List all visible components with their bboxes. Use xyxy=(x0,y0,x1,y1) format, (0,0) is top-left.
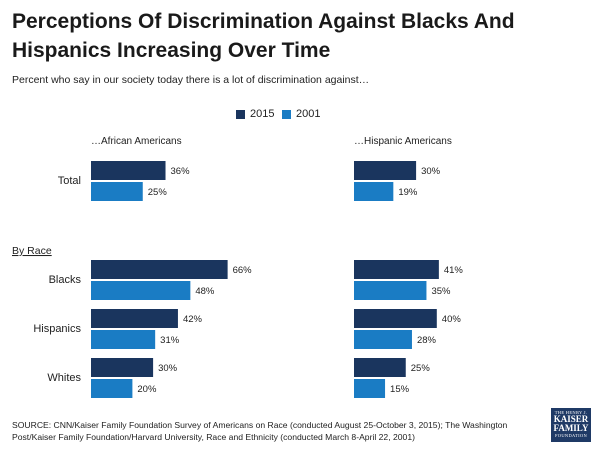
panel-title-1: …African Americans xyxy=(91,136,182,147)
legend-label-2001: 2001 xyxy=(296,108,321,120)
chart-title: Perceptions Of Discrimination Against Bl… xyxy=(12,10,515,62)
value-label-panel1-total-2015: 36% xyxy=(171,166,191,177)
category-label-blacks: Blacks xyxy=(49,274,82,286)
value-label-panel1-hispanics-2015: 42% xyxy=(183,314,203,325)
value-label-panel2-hispanics-2001: 28% xyxy=(417,335,437,346)
section-label: By Race xyxy=(12,245,52,257)
value-label-panel1-whites-2015: 30% xyxy=(158,363,178,374)
source-note: SOURCE: CNN/Kaiser Family Foundation Sur… xyxy=(12,420,508,442)
value-label-panel1-whites-2001: 20% xyxy=(137,384,157,395)
value-label-panel1-blacks-2015: 66% xyxy=(233,265,253,276)
category-label-whites: Whites xyxy=(47,372,81,384)
value-label-panel2-total-2015: 30% xyxy=(421,166,441,177)
bar-panel2-whites-2001 xyxy=(354,379,386,398)
logo-line-1: THE HENRY J. xyxy=(554,410,588,415)
bar-panel1-blacks-2001 xyxy=(91,281,191,300)
logo-line-3: FAMILY xyxy=(553,423,589,433)
bar-panel2-hispanics-2001 xyxy=(354,330,412,349)
bar-panel2-blacks-2001 xyxy=(354,281,427,300)
value-label-panel1-total-2001: 25% xyxy=(148,187,168,198)
category-label-hispanics: Hispanics xyxy=(33,323,81,335)
value-label-panel1-blacks-2001: 48% xyxy=(195,286,215,297)
value-label-panel2-blacks-2015: 41% xyxy=(444,265,464,276)
value-label-panel2-blacks-2001: 35% xyxy=(431,286,451,297)
bar-panel1-hispanics-2015 xyxy=(91,309,178,328)
bar-panel2-total-2015 xyxy=(354,161,417,180)
logo-line-2: KAISER xyxy=(553,414,589,424)
bar-panel1-whites-2015 xyxy=(91,358,154,377)
bar-panel1-whites-2001 xyxy=(91,379,133,398)
logo-line-4: FOUNDATION xyxy=(555,433,587,438)
kff-logo: THE HENRY J. KAISER FAMILY FOUNDATION xyxy=(551,408,591,442)
bar-panel2-total-2001 xyxy=(354,182,394,201)
bar-panel1-total-2015 xyxy=(91,161,166,180)
chart-subtitle: Percent who say in our society today the… xyxy=(12,74,370,86)
legend: 2015 2001 xyxy=(0,108,600,122)
value-label-panel1-hispanics-2001: 31% xyxy=(160,335,180,346)
legend-swatch-2001 xyxy=(282,110,291,119)
value-label-panel2-whites-2001: 15% xyxy=(390,384,410,395)
bar-panel1-blacks-2015 xyxy=(91,260,228,279)
bar-panel1-hispanics-2001 xyxy=(91,330,156,349)
bar-panel1-total-2001 xyxy=(91,182,143,201)
legend-label-2015: 2015 xyxy=(250,108,275,120)
bar-panel2-hispanics-2015 xyxy=(354,309,437,328)
panel-title-2: …Hispanic Americans xyxy=(354,136,452,147)
bar-panel2-blacks-2015 xyxy=(354,260,439,279)
bar-panel2-whites-2015 xyxy=(354,358,406,377)
category-label-total: Total xyxy=(58,175,81,187)
legend-swatch-2015 xyxy=(236,110,245,119)
value-label-panel2-total-2001: 19% xyxy=(398,187,418,198)
value-label-panel2-hispanics-2015: 40% xyxy=(442,314,462,325)
value-label-panel2-whites-2015: 25% xyxy=(411,363,431,374)
bar-chart: …African Americans …Hispanic Americans By … xyxy=(12,136,464,398)
